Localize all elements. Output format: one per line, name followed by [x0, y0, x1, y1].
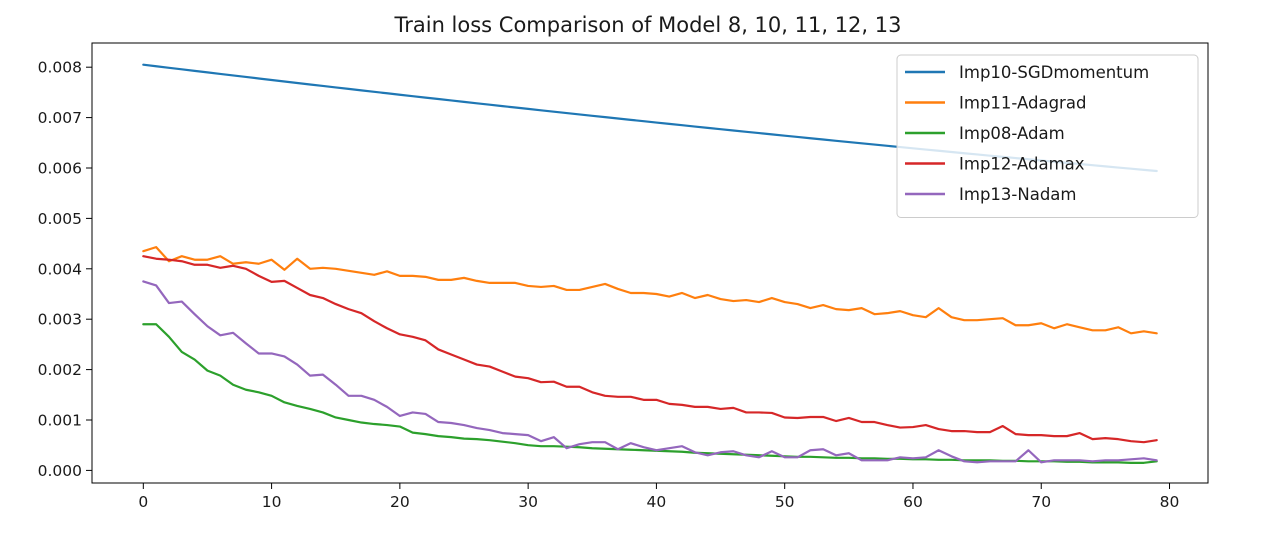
plot-area-frame	[91, 42, 1209, 484]
y-tick-label: 0.000	[38, 462, 82, 480]
legend-entry-imp13-nadam: Imp13-Nadam	[959, 185, 1076, 204]
y-tick-label: 0.002	[38, 361, 82, 379]
y-tick-label: 0.008	[38, 59, 82, 77]
legend-box	[896, 54, 1199, 218]
series-line-imp13-nadam	[142, 280, 1158, 464]
chart-title: Train loss Comparison of Model 8, 10, 11…	[393, 13, 901, 37]
x-tick-label: 30	[518, 493, 538, 511]
y-tick-label: 0.004	[38, 260, 82, 278]
x-tick-label: 0	[138, 493, 148, 511]
legend: Imp10-SGDmomentum Imp11-Adagrad Imp08-Adam…	[896, 54, 1199, 218]
x-tick-label: 60	[903, 493, 923, 511]
y-axis: 0.000 0.001 0.002 0.003 0.004 0.005 0.006 0.007…	[38, 59, 92, 480]
series-line-imp11-adagrad	[142, 246, 1158, 335]
legend-entry-imp12-adamax: Imp12-Adamax	[959, 155, 1085, 174]
x-tick-label: 70	[1031, 493, 1051, 511]
y-tick-label: 0.003	[38, 311, 82, 329]
y-tick-label: 0.007	[38, 109, 82, 127]
x-tick-label: 50	[775, 493, 795, 511]
y-tick-label: 0.005	[38, 210, 82, 228]
legend-entry-imp08-adam: Imp08-Adam	[959, 124, 1065, 143]
legend-entry-imp10-sgdmomentum: Imp10-SGDmomentum	[959, 63, 1149, 82]
series-line-imp12-adamax	[142, 255, 1158, 444]
series-line-imp08-adam	[142, 323, 1158, 464]
x-tick-label: 20	[390, 493, 410, 511]
y-tick-label: 0.006	[38, 159, 82, 177]
x-tick-label: 10	[262, 493, 282, 511]
y-tick-label: 0.001	[38, 411, 82, 429]
legend-entry-imp11-adagrad: Imp11-Adagrad	[959, 94, 1086, 113]
x-tick-label: 40	[647, 493, 667, 511]
x-tick-label: 80	[1160, 493, 1180, 511]
x-axis: 0 10 20 30 40 50 60 70 80	[138, 483, 1179, 511]
